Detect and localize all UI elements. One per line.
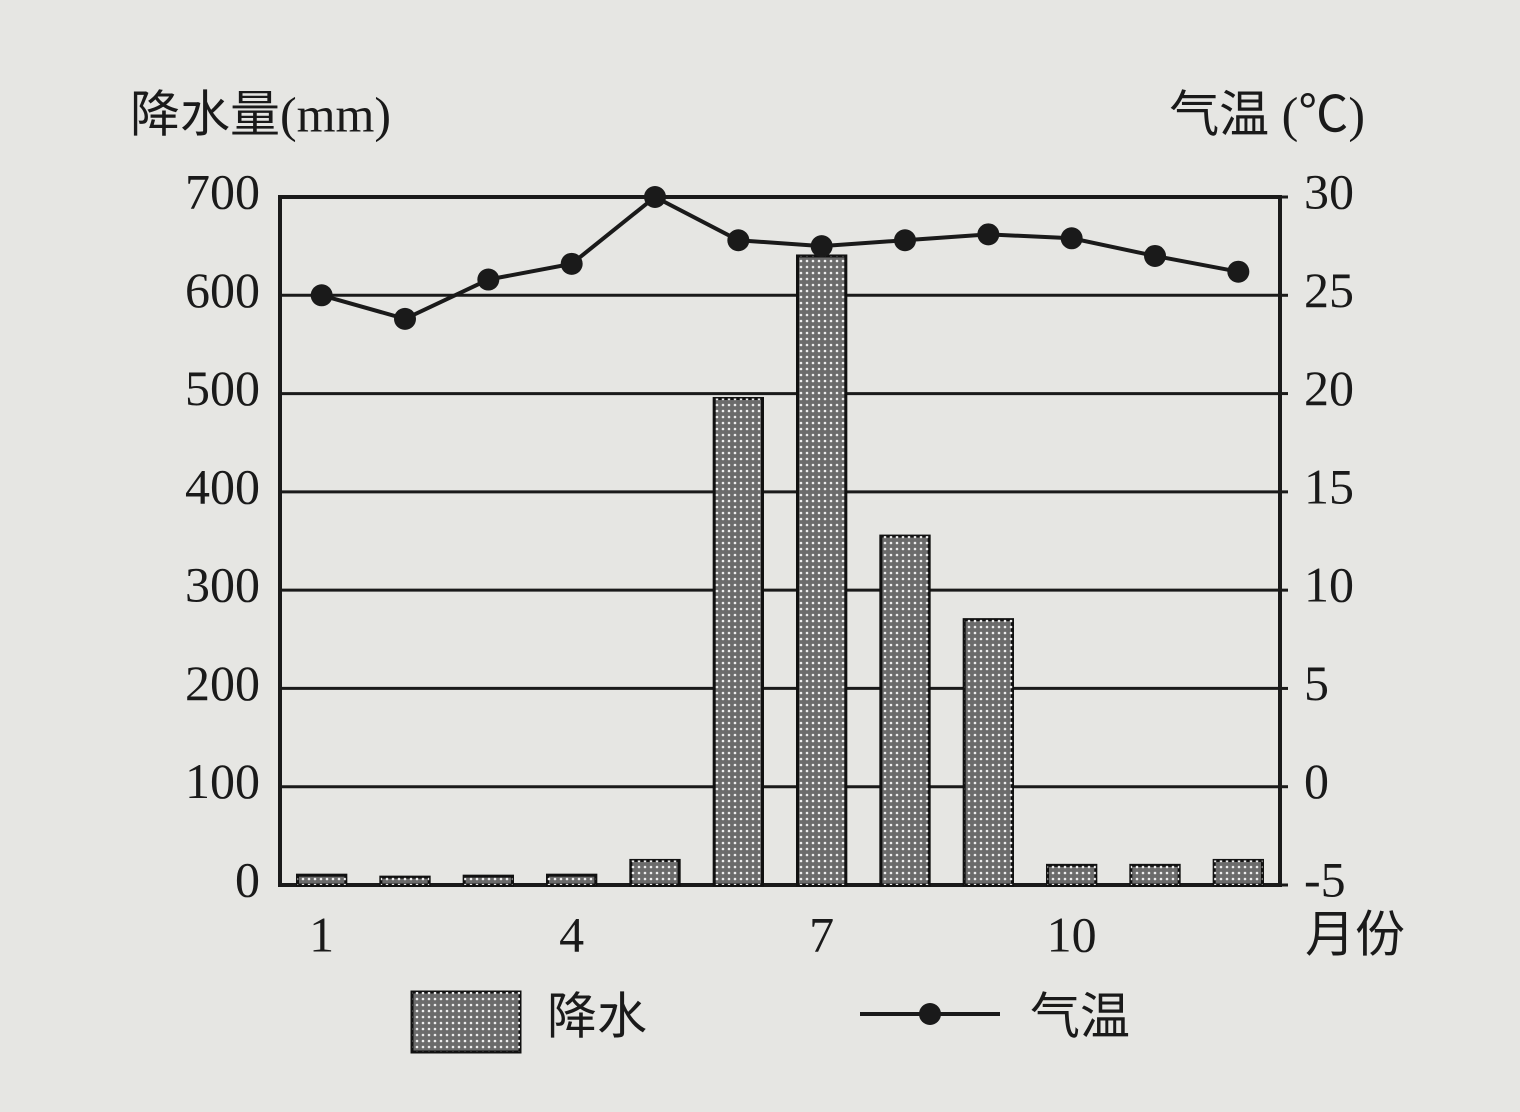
plot-frame [278, 195, 1282, 887]
line-point [1144, 244, 1166, 267]
y-tick-label: 400 [185, 458, 260, 514]
y2-tick-label: 15 [1304, 458, 1354, 514]
bar [962, 618, 1015, 887]
bar [379, 875, 431, 887]
bar [629, 858, 681, 887]
y2-tick-label: 10 [1304, 557, 1354, 613]
line-point [977, 223, 1000, 246]
x-tick-label: 4 [559, 906, 584, 962]
line-point [560, 252, 583, 275]
y-tick-label: 700 [185, 163, 260, 219]
line-point [310, 284, 333, 307]
bar [546, 873, 598, 887]
line-point [394, 307, 416, 330]
x-tick-label: 10 [1047, 906, 1097, 962]
y-tick-label: 500 [185, 360, 260, 416]
bar [462, 874, 514, 887]
line-point [644, 186, 666, 208]
bar [296, 873, 348, 887]
y-tick-label: 200 [185, 655, 260, 711]
y2-tick-label: 0 [1304, 753, 1329, 809]
y-tick-label: 600 [185, 262, 260, 318]
line-point [894, 229, 916, 252]
y-tick-label: 100 [185, 753, 260, 809]
line-point [1227, 260, 1250, 283]
line-point [810, 235, 833, 258]
x-tick-label: 7 [809, 906, 834, 962]
bar [879, 534, 931, 887]
line [321, 194, 1239, 322]
bar [1212, 858, 1264, 887]
legend-dot [919, 1003, 941, 1025]
line-point [477, 268, 500, 291]
bar [1129, 863, 1181, 887]
bar [796, 254, 848, 887]
y2-tick-label: -5 [1304, 851, 1346, 907]
y-axis-title: 降水量(mm) [130, 86, 391, 142]
legend-label: 降水 [547, 988, 647, 1044]
legend-label: 气温 [1030, 988, 1130, 1044]
y2-tick-label: 30 [1304, 163, 1354, 219]
bar [712, 396, 765, 887]
y2-tick-label: 20 [1304, 360, 1354, 416]
line-point [1060, 227, 1083, 250]
y-tick-label: 300 [185, 557, 260, 613]
y2-tick-label: 25 [1304, 262, 1354, 318]
y2-tick-label: 5 [1304, 655, 1329, 711]
line-point [727, 229, 750, 252]
y-tick-label: 0 [235, 851, 260, 907]
legend-swatch-texture [412, 992, 520, 1052]
x-axis-title: 月份 [1305, 906, 1405, 962]
x-tick-label: 1 [309, 906, 334, 962]
y2-axis-title: 气温 (℃) [1169, 86, 1365, 142]
bar [1046, 863, 1098, 887]
